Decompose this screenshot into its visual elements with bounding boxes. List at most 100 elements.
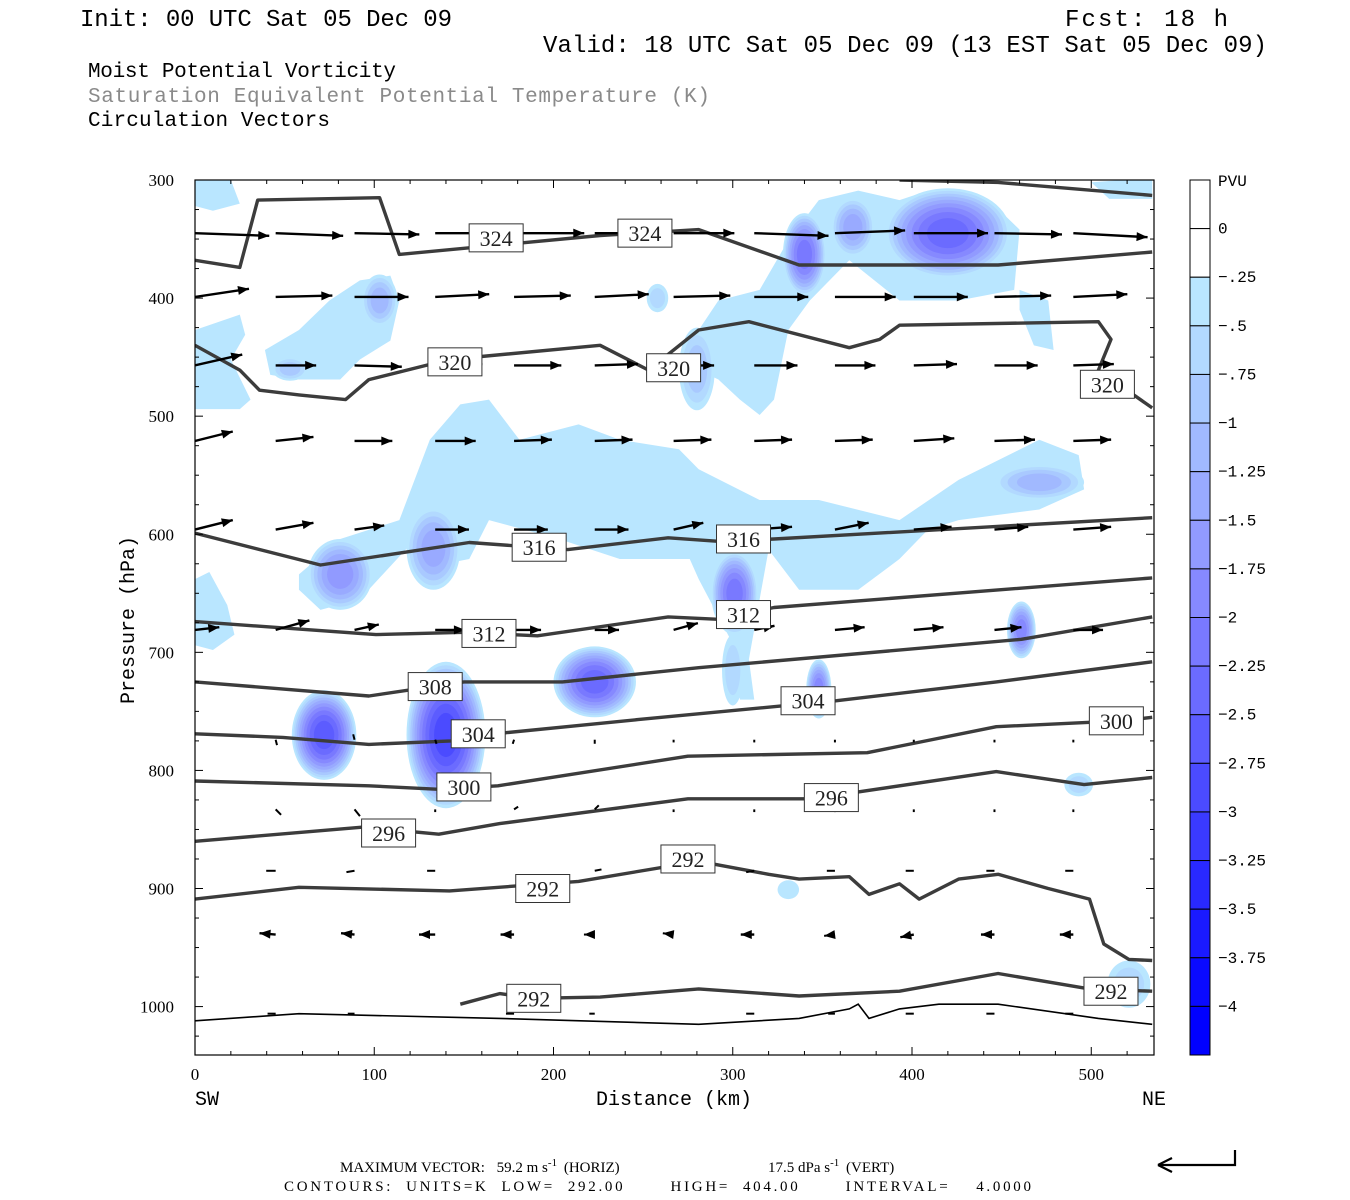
vector-head — [540, 435, 552, 445]
vector-arrow — [673, 228, 735, 238]
vector-shaft — [195, 231, 270, 238]
pv-core-level — [370, 287, 389, 314]
vector-head — [302, 433, 314, 443]
surface-line — [195, 1003, 1153, 1026]
vector-head — [453, 625, 465, 635]
init-time: Init: 00 UTC Sat 05 Dec 09 — [80, 7, 452, 34]
vector-head — [980, 930, 992, 940]
vector-arrow — [1073, 290, 1128, 300]
vector-arrow — [418, 930, 436, 940]
pv-core-level — [649, 288, 666, 309]
vector-head — [884, 292, 896, 302]
x-tick-label: 200 — [541, 1065, 567, 1084]
vector-arrow — [913, 292, 968, 302]
colorbar-bin — [1189, 422, 1211, 473]
vector-arrow — [673, 435, 712, 445]
vector-head — [1010, 623, 1022, 633]
contour-label: 296 — [361, 818, 417, 848]
colorbar-label: −.25 — [1218, 269, 1256, 287]
vector-arrow — [511, 739, 516, 745]
vector-head — [207, 623, 220, 633]
y-tick-label: 700 — [149, 643, 175, 662]
vector-arrow — [259, 929, 276, 939]
vector-arrow — [834, 435, 873, 445]
theta-contour-300 — [195, 715, 1153, 791]
horiz-value: 59.2 m s — [497, 1160, 548, 1176]
contour-label-box — [803, 783, 859, 813]
x-axis-label: Distance (km) — [596, 1089, 752, 1112]
colorbar-label: −.75 — [1218, 366, 1256, 384]
vector-arrow — [275, 433, 314, 443]
vector-arrow — [754, 230, 829, 240]
colorbar-bin — [1189, 568, 1211, 619]
vector-head — [780, 435, 793, 445]
vert-exponent: -1 — [830, 1157, 839, 1169]
vector-head — [367, 622, 379, 632]
pv-core-level — [796, 239, 813, 270]
colorbar-label: −3.75 — [1218, 950, 1266, 968]
vector-head — [221, 518, 233, 528]
vector-head — [500, 930, 512, 940]
vector-arrow — [673, 621, 699, 632]
vector-arrow — [354, 522, 385, 532]
contour-label: 300 — [1088, 706, 1144, 736]
contour-label-text: 304 — [792, 689, 825, 714]
vector-head — [719, 291, 731, 301]
vector-arrow — [913, 359, 958, 369]
colorbar-label: −3.5 — [1218, 901, 1256, 919]
vector-head — [780, 523, 793, 533]
vector-arrow — [913, 228, 989, 238]
vector-head — [864, 360, 876, 370]
vector-head — [1136, 232, 1148, 242]
vector-arrow — [746, 869, 755, 874]
contour-label: 300 — [436, 772, 492, 802]
colorbar-bin — [1189, 276, 1211, 327]
theta-contour-320 — [195, 320, 1154, 410]
vector-head — [700, 435, 712, 445]
vector-head — [893, 226, 906, 236]
x-tick-label: 500 — [1079, 1065, 1105, 1084]
vector-head — [408, 229, 420, 239]
colorbar-bin — [1189, 957, 1211, 1007]
contour-label: 320 — [646, 353, 702, 383]
vector-arrow — [275, 230, 344, 240]
vector-arrow — [1073, 231, 1148, 242]
colorbar-label: −1.75 — [1218, 561, 1266, 579]
pv-core-level — [725, 644, 741, 696]
circulation-vectors — [195, 226, 1148, 1015]
vector-head — [305, 360, 317, 370]
contour-label-box — [511, 532, 567, 562]
y-tick-label: 900 — [149, 880, 175, 899]
vector-head — [1026, 360, 1038, 370]
vector-arrow — [340, 929, 355, 939]
vector-arrow — [354, 622, 380, 632]
vector-head — [740, 930, 752, 940]
vector-arrow — [994, 523, 1029, 533]
vector-shaft — [352, 734, 356, 740]
vector-arrow — [500, 930, 515, 940]
y-tick-label: 800 — [149, 761, 175, 780]
vector-head — [932, 623, 944, 633]
contour-label-text: 308 — [419, 675, 452, 700]
contour-label-box — [506, 983, 562, 1013]
theta-contour-308 — [195, 615, 1153, 698]
vector-head — [608, 625, 620, 635]
vector-shaft — [594, 868, 602, 872]
contour-label-box — [716, 524, 772, 554]
vector-shaft — [346, 869, 355, 874]
contour-label: 324 — [617, 218, 673, 248]
vector-arrow — [913, 523, 952, 533]
vector-shaft — [994, 231, 1062, 236]
vector-arrow — [1073, 625, 1104, 635]
contour-label-box — [436, 772, 492, 802]
vector-head — [940, 523, 952, 533]
vert-tag: (VERT) — [846, 1160, 894, 1176]
contour-label-text: 304 — [462, 722, 495, 747]
contour-label: 312 — [716, 600, 772, 630]
vector-arrow — [994, 291, 1052, 301]
contour-label: 324 — [468, 223, 524, 253]
contour-label-text: 320 — [657, 356, 690, 381]
title-mpv: Moist Potential Vorticity — [88, 61, 396, 84]
vector-head — [1099, 435, 1112, 445]
